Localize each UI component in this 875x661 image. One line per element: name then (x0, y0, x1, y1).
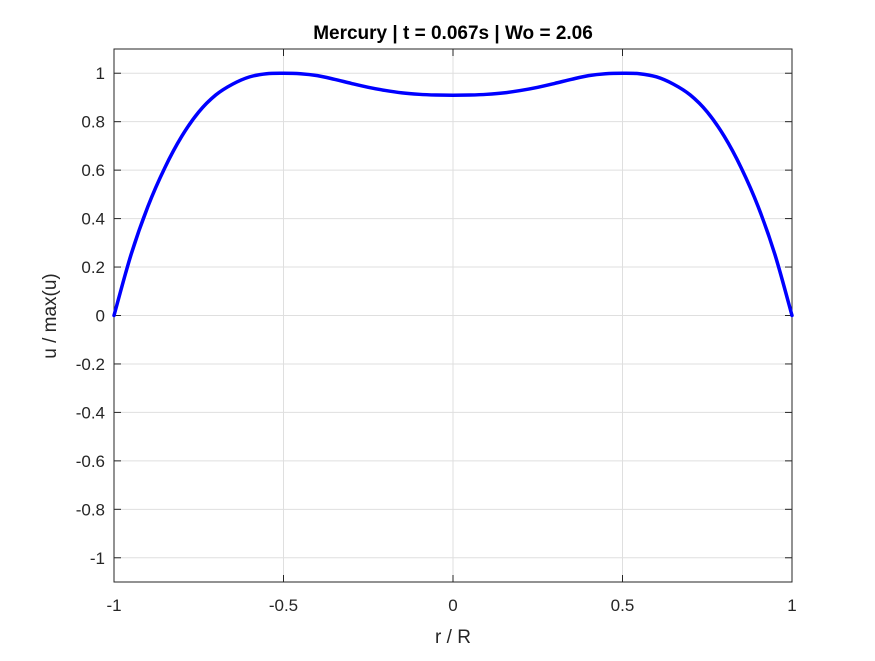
y-tick-label: -0.4 (76, 403, 105, 422)
y-tick-label: -0.2 (76, 355, 105, 374)
x-axis-label: r / R (435, 627, 471, 648)
grid (113, 49, 793, 582)
x-tick-label: 0 (448, 596, 457, 615)
series (112, 71, 794, 318)
y-tick-label: 0 (96, 307, 105, 326)
y-axis-label: u / max(u) (40, 273, 61, 359)
x-tick-label: 1 (787, 596, 796, 615)
y-tick-label: 0.4 (81, 210, 105, 229)
y-tick-label: 0.2 (81, 258, 105, 277)
y-tick-label: 0.8 (81, 113, 105, 132)
series-line (112, 71, 794, 318)
x-tick-label: -0.5 (269, 596, 298, 615)
chart-title: Mercury | t = 0.067s | Wo = 2.06 (313, 23, 593, 44)
y-tick-label: 0.6 (81, 161, 105, 180)
x-tick-label: 0.5 (611, 596, 635, 615)
x-tick-label: -1 (106, 596, 121, 615)
y-tick-label: -1 (90, 549, 105, 568)
y-tick-label: -0.6 (76, 452, 105, 471)
y-tick-labels: -1 -0.8 -0.6 -0.4 -0.2 0 0.2 0.4 0.6 0.8 1 (76, 64, 105, 568)
y-tick-label: 1 (96, 64, 105, 83)
x-tick-labels: -1 -0.5 0 0.5 1 (106, 596, 796, 615)
y-tick-label: -0.8 (76, 500, 105, 519)
